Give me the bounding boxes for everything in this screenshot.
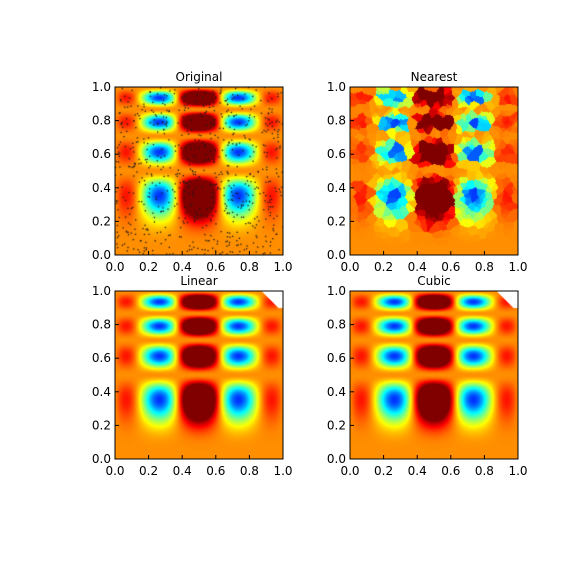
heatmap-image [350, 87, 518, 255]
panel-linear: Linear 0.0 0.2 0.4 0.6 0.8 1.0 0.00.20.40.60.… [92, 274, 293, 478]
x-tick-label: 0.0 [340, 260, 359, 274]
x-tick-label: 1.0 [273, 464, 292, 478]
x-axis: 0.0 0.2 0.4 0.6 0.8 1.0 [340, 455, 528, 478]
x-tick-label: 1.0 [508, 464, 527, 478]
x-tick-label: 0.4 [408, 260, 427, 274]
y-tick-label: 0.2 [92, 418, 111, 432]
x-tick-label: 0.8 [240, 260, 259, 274]
y-tick-label: 1.0 [327, 80, 346, 94]
x-tick-label: 0.4 [408, 464, 427, 478]
x-tick-label: 0.4 [173, 260, 192, 274]
y-tick-label: 0.4 [327, 181, 346, 195]
x-axis: 0.0 0.2 0.4 0.6 0.8 1.0 [105, 251, 293, 274]
x-tick-label: 0.8 [475, 260, 494, 274]
y-tick-label: 0.2 [327, 418, 346, 432]
y-tick-label: 0.8 [327, 318, 346, 332]
y-axis: 0.0 0.2 0.4 0.6 0.8 1.0 [327, 284, 354, 466]
x-axis: 0.0 0.2 0.4 0.6 0.8 1.0 [340, 251, 528, 274]
panel-nearest: Nearest 0.0 0.2 0.4 0.6 0.8 1.0 0.00.20.40.60… [327, 70, 528, 274]
y-tick-label: 0.4 [92, 385, 111, 399]
y-tick-label: 1.0 [92, 284, 111, 298]
panel-title: Linear [180, 274, 217, 288]
axes-frame [349, 86, 519, 256]
heatmap-image [115, 87, 283, 255]
heatmap-image [115, 291, 283, 459]
x-axis: 0.0 0.2 0.4 0.6 0.8 1.0 [105, 455, 293, 478]
x-tick-label: 0.4 [173, 464, 192, 478]
y-tick-label: 0.2 [92, 214, 111, 228]
y-tick-label: 0.6 [327, 147, 346, 161]
x-tick-label: 0.6 [441, 464, 460, 478]
x-tick-label: 1.0 [273, 260, 292, 274]
y-tick-label: 0.6 [327, 351, 346, 365]
axes-frame [114, 86, 284, 256]
x-tick-label: 0.0 [105, 260, 124, 274]
panel-cubic: Cubic 0.0 0.2 0.4 0.6 0.8 1.0 0.0 0.2 0.4 0.6 0.8… [327, 274, 528, 478]
x-tick-label: 0.2 [374, 260, 393, 274]
y-axis: 0.0 0.2 0.4 0.6 0.8 1.0 [92, 284, 119, 466]
y-tick-label: 0.4 [92, 181, 111, 195]
axes-frame [349, 290, 519, 460]
y-tick-label: 1.0 [92, 80, 111, 94]
x-tick-label: 0.0 [340, 464, 359, 478]
panel-title: Nearest [411, 70, 458, 84]
axes-frame [114, 290, 284, 460]
y-tick-label: 0.4 [327, 385, 346, 399]
x-tick-label: 0.0 [105, 464, 124, 478]
y-tick-label: 0.6 [92, 147, 111, 161]
y-tick-label: 0.8 [92, 114, 111, 128]
y-tick-label: 0.0 [92, 248, 111, 262]
y-tick-label: 0.2 [327, 214, 346, 228]
panel-original: Original 0.0 0.2 0.4 0.6 0.8 1.0 0.0 0.2 0.4 0.6… [92, 70, 293, 274]
x-tick-label: 0.6 [206, 260, 225, 274]
panel-title: Original [176, 70, 223, 84]
x-tick-label: 0.8 [240, 464, 259, 478]
x-tick-label: 0.2 [374, 464, 393, 478]
heatmap-image [350, 291, 518, 459]
x-tick-label: 0.2 [139, 260, 158, 274]
heatmap-canvas [350, 291, 518, 459]
y-axis: 0.0 0.2 0.4 0.6 0.8 1.0 [92, 80, 119, 262]
heatmap-canvas [115, 291, 283, 459]
y-tick-label: 0.0 [327, 248, 346, 262]
y-tick-label: 0.8 [327, 114, 346, 128]
x-tick-label: 0.6 [206, 464, 225, 478]
panel-title: Cubic [417, 274, 451, 288]
x-tick-label: 0.6 [441, 260, 460, 274]
x-tick-label: 1.0 [508, 260, 527, 274]
y-axis: 0.0 0.2 0.4 0.6 0.8 1.0 [327, 80, 354, 262]
y-tick-label: 0.6 [92, 351, 111, 365]
y-tick-label: 0.0 [327, 452, 346, 466]
y-tick-label: 0.8 [92, 318, 111, 332]
heatmap-canvas [350, 87, 518, 255]
x-tick-label: 0.2 [139, 464, 158, 478]
y-tick-label: 1.0 [327, 284, 346, 298]
x-tick-label: 0.8 [475, 464, 494, 478]
y-tick-label: 0.0 [92, 452, 111, 466]
heatmap-canvas [115, 87, 283, 255]
